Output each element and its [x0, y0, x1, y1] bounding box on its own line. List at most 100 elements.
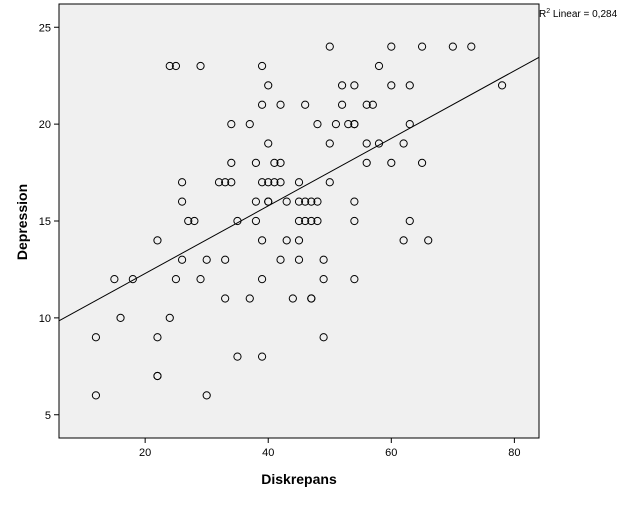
plot-area — [58, 3, 540, 439]
data-point — [264, 197, 273, 206]
data-point — [313, 197, 322, 206]
data-point — [153, 236, 162, 245]
data-point — [196, 275, 205, 284]
data-point — [362, 100, 371, 109]
data-point — [264, 81, 273, 90]
data-point — [307, 294, 316, 303]
data-point — [153, 371, 162, 381]
data-point — [294, 197, 304, 206]
y-tick-label: 5 — [45, 410, 51, 422]
data-point — [344, 120, 353, 129]
data-point — [319, 255, 328, 264]
data-point — [177, 197, 187, 206]
data-point — [264, 178, 273, 187]
data-point — [399, 236, 408, 245]
data-point — [294, 216, 304, 226]
data-point — [368, 100, 377, 109]
data-point — [405, 81, 414, 90]
data-point — [313, 216, 322, 226]
data-point — [288, 294, 297, 303]
data-point — [350, 216, 359, 226]
data-point — [350, 197, 359, 206]
data-point — [362, 158, 371, 167]
data-point — [350, 81, 359, 90]
data-point — [110, 275, 119, 284]
data-point — [171, 61, 181, 71]
data-point — [301, 100, 310, 109]
data-point — [276, 255, 285, 264]
data-point — [202, 255, 211, 264]
fit-line-label: R2 Linear = 0,284 — [539, 8, 618, 20]
data-point — [257, 178, 267, 187]
data-point — [165, 61, 174, 71]
data-point — [251, 216, 261, 226]
data-point — [424, 236, 433, 245]
data-point — [245, 294, 254, 303]
data-point — [227, 158, 236, 167]
data-point — [313, 120, 322, 129]
data-point — [405, 216, 414, 226]
data-point — [221, 178, 230, 187]
y-tick-label: 10 — [39, 313, 51, 325]
data-point — [417, 158, 427, 167]
data-point — [374, 61, 384, 71]
data-point — [362, 139, 371, 148]
data-point — [276, 158, 285, 167]
data-point — [387, 42, 396, 51]
data-point — [399, 139, 408, 148]
data-point — [257, 352, 267, 361]
data-point — [387, 158, 396, 167]
y-tick-label: 25 — [39, 22, 51, 34]
data-point — [270, 178, 279, 187]
data-point — [325, 178, 334, 187]
data-point — [319, 333, 328, 342]
data-point — [276, 178, 285, 187]
data-point — [467, 42, 476, 51]
data-point — [251, 197, 261, 206]
data-point — [257, 275, 267, 284]
data-point — [177, 178, 187, 187]
data-point — [233, 352, 242, 361]
x-axis-label: Diskrepans — [261, 471, 337, 487]
data-point — [325, 42, 334, 51]
data-point — [337, 100, 347, 109]
fit-label-suffix: Linear = 0,284 — [550, 9, 617, 20]
data-point — [307, 216, 316, 226]
data-point — [171, 275, 181, 284]
data-point — [153, 333, 162, 342]
ticks-layer: 20 40 60 80 5 10 15 20 25 — [39, 22, 521, 459]
data-point — [282, 197, 291, 206]
data-point — [294, 178, 304, 187]
data-point — [337, 81, 347, 90]
data-point — [196, 61, 205, 71]
data-point — [325, 139, 334, 148]
data-point — [301, 216, 310, 226]
data-point — [190, 216, 199, 226]
x-tick-label: 80 — [508, 447, 520, 459]
fit-line-layer — [58, 56, 540, 322]
data-point — [497, 81, 507, 90]
data-point — [227, 120, 236, 129]
data-point — [276, 100, 285, 109]
points-layer — [91, 42, 507, 400]
data-point — [264, 139, 273, 148]
data-point — [350, 275, 359, 284]
data-point — [245, 120, 254, 129]
fit-label-sup: 2 — [546, 8, 550, 15]
x-tick-label: 40 — [262, 447, 274, 459]
data-point — [282, 236, 291, 245]
data-point — [221, 255, 230, 264]
data-point — [331, 120, 341, 129]
data-point — [417, 42, 427, 51]
fit-label-prefix: R — [539, 9, 546, 20]
data-point — [294, 236, 304, 245]
data-point — [128, 275, 137, 284]
data-point — [257, 61, 267, 71]
data-point — [350, 120, 359, 129]
data-point — [165, 313, 174, 322]
y-axis-label: Depression — [14, 184, 30, 260]
data-point — [221, 294, 230, 303]
data-point — [184, 216, 193, 226]
